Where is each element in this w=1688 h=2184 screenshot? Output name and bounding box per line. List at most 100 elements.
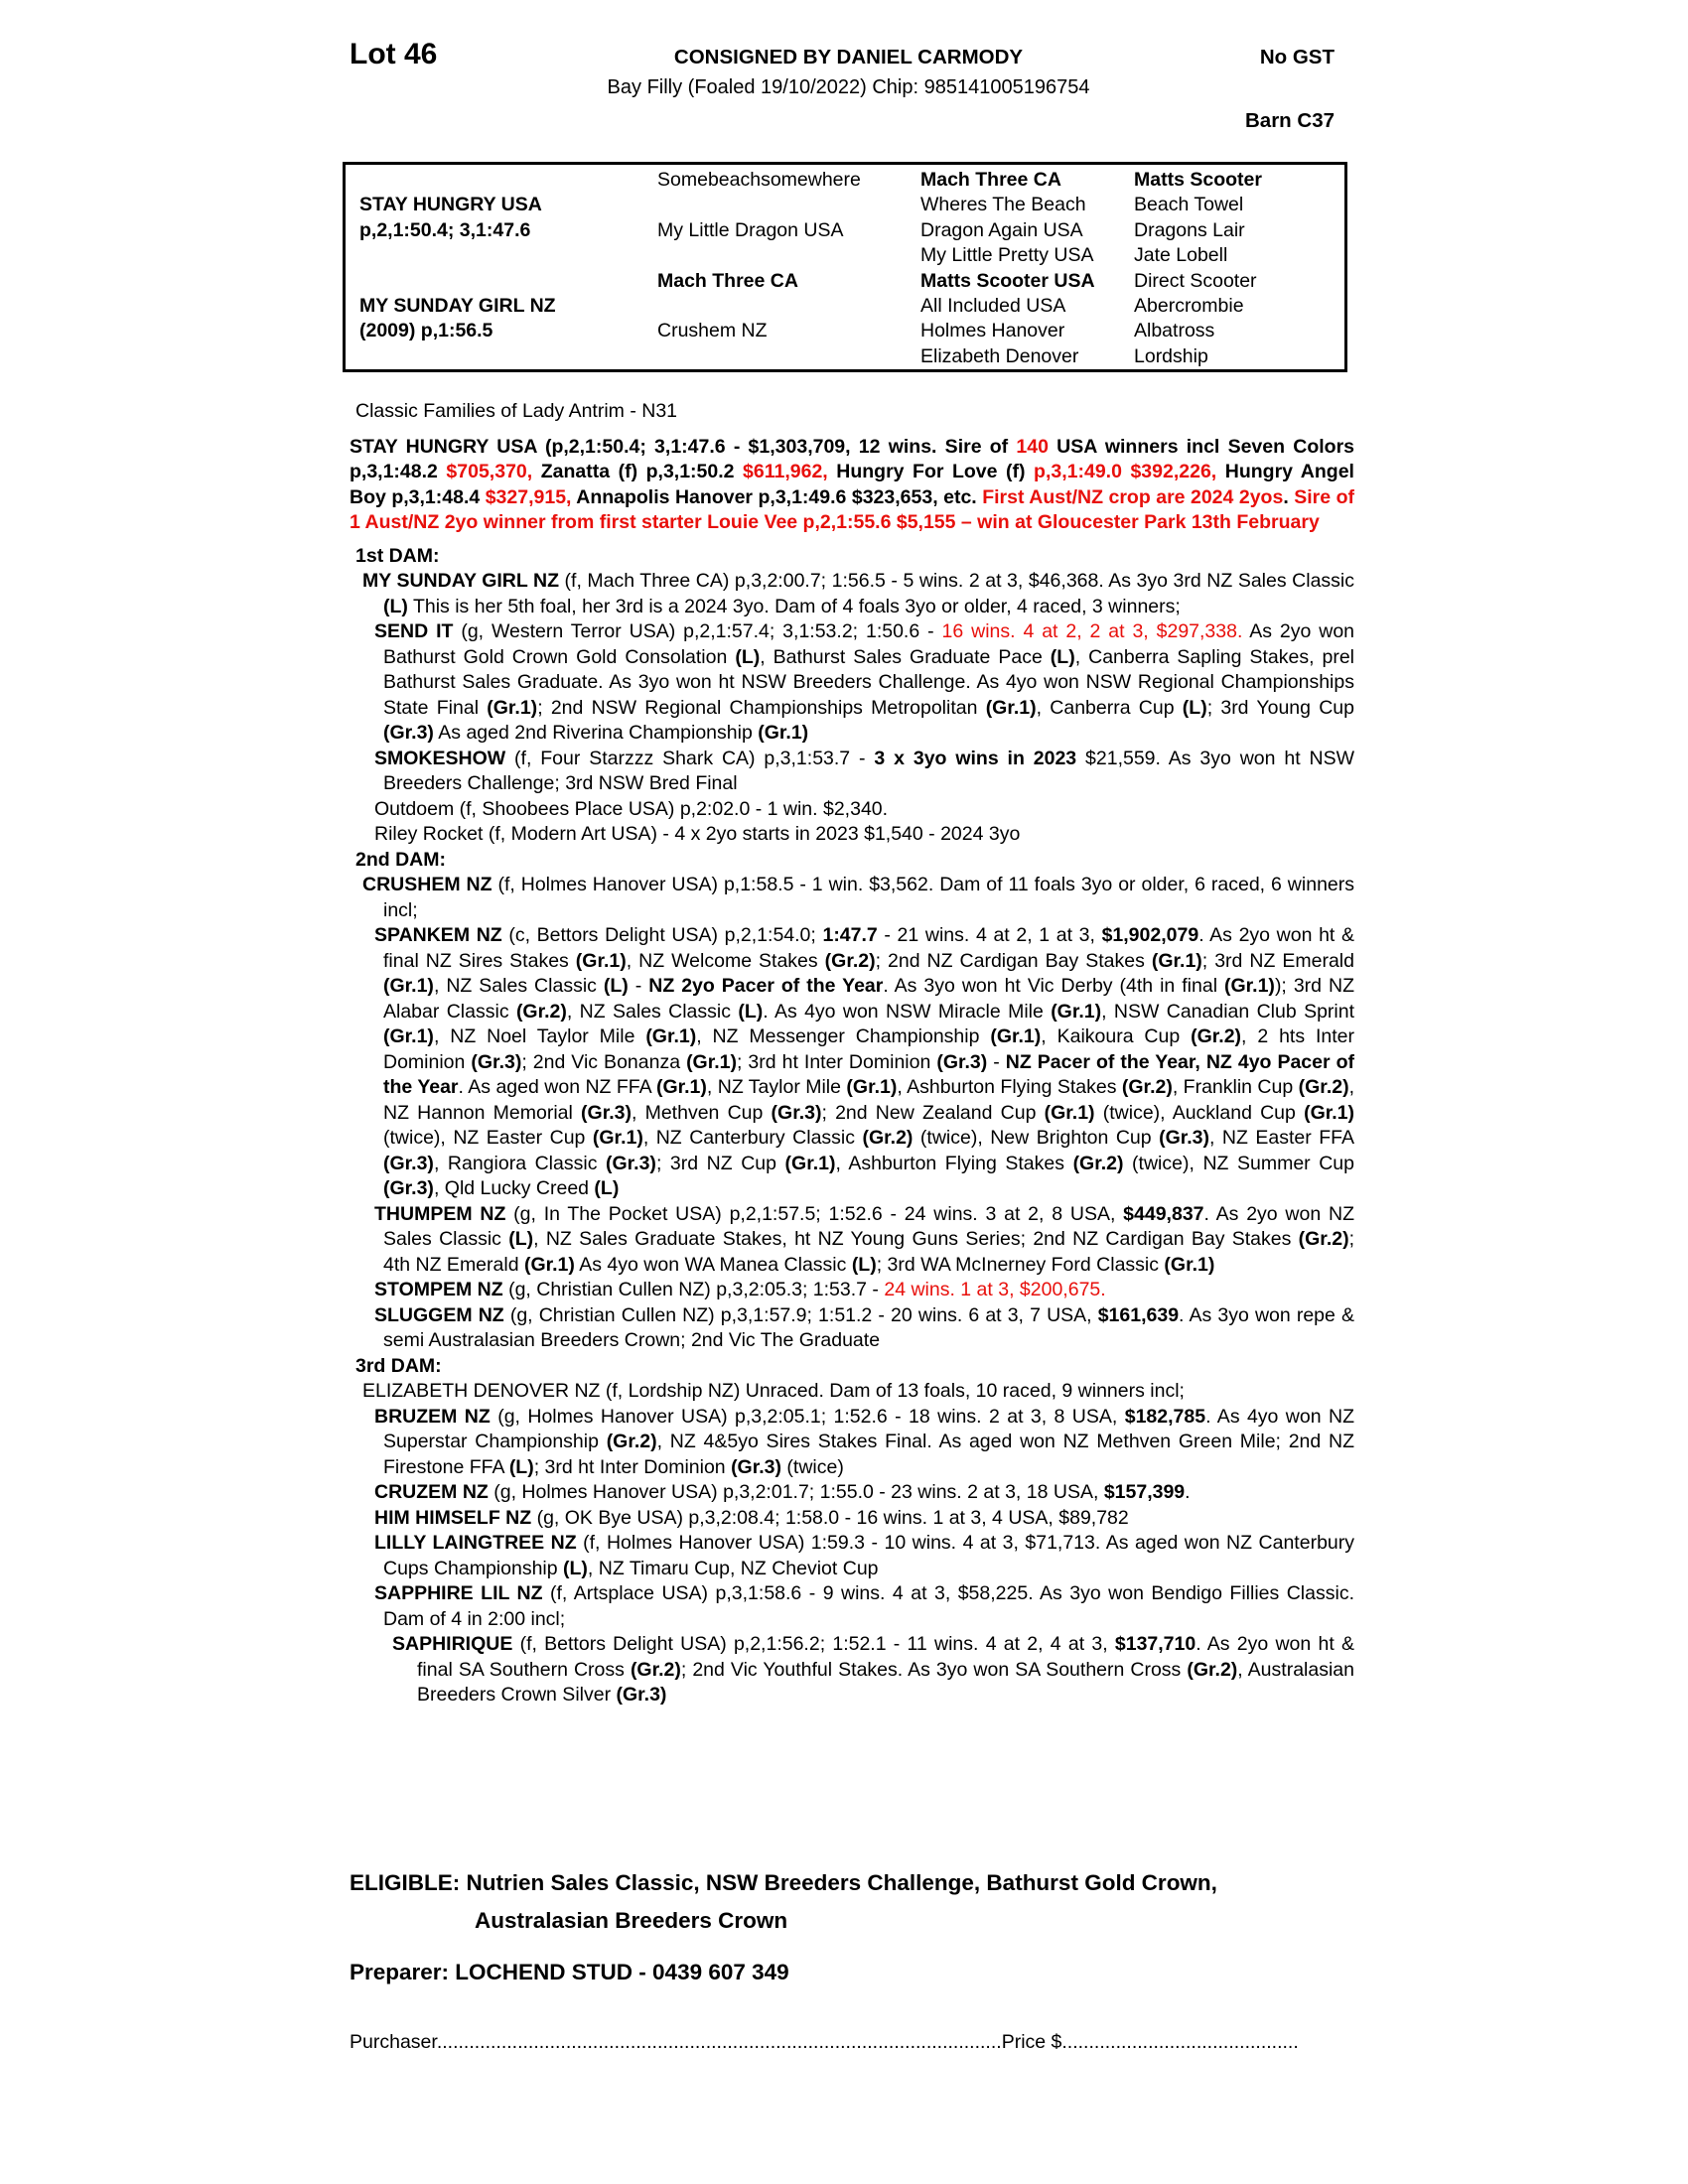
text-run: , NZ Sales Classic [566,1000,739,1023]
pedigree-cell: Somebeachsomewhere [657,169,861,191]
text-run: (g, Holmes Hanover USA) p,3,2:05.1; 1:52… [490,1405,1125,1428]
text-run: (g, Christian Cullen NZ) p,3,2:05.3; 1:5… [502,1279,885,1300]
pedigree-cell [657,345,920,370]
dam-section-heading: 2nd DAM: [355,848,446,871]
text-run: ; 3rd ht Inter Dominion [533,1455,732,1478]
text-run: CRUSHEM NZ [362,874,492,895]
text-run: 1:47.7 [822,924,878,946]
text-run: (L) [594,1177,620,1199]
text-run: (g, Holmes Hanover USA) p,3,2:01.7; 1:55… [488,1481,1104,1503]
text-run: . As 2yo won NZ Sales Classic [383,1202,1354,1251]
footer-block: ELIGIBLE: Nutrien Sales Classic, NSW Bre… [350,1864,1354,2054]
text-run: (Gr.3) [606,1152,656,1174]
text-run: (g, In The Pocket USA) p,2,1:57.5; 1:52.… [505,1202,1124,1225]
text-run: SEND IT [374,620,454,642]
text-run: (twice), New Brighton Cup [913,1127,1160,1149]
pedigree-cell: Jate Lobell [1134,244,1228,267]
text-run: (Gr.1) [1044,1101,1095,1124]
text-run: (Gr.1) [686,1050,737,1073]
pedigree-column-parents: STAY HUNGRY USA p,2,1:50.4; 3,1:47.6 MY SU… [359,169,657,370]
pedigree-cell: Abercrombie [1134,294,1244,317]
text-run: , Kaikoura Cup [1041,1025,1192,1047]
pedigree-cell: Matts Scooter [1134,169,1262,191]
text-run: , Rangiora Classic [433,1152,606,1174]
text-run: (Gr.3) [581,1101,632,1124]
text-run: $182,785 [1124,1405,1206,1428]
text-run: Annapolis Hanover p,3,1:49.6 $323,653, e… [571,485,983,508]
dam-section-heading: 1st DAM: [355,544,440,567]
price-leader: ........................................… [1061,2031,1299,2053]
text-run: ; 3rd WA McInerney Ford Classic [876,1253,1165,1276]
text-run: p,3,1:49.0 $392,226, [1034,461,1217,482]
text-run: (Gr.1) [1151,949,1202,972]
text-run: SLUGGEM NZ [374,1303,504,1326]
text-run: , Franklin Cup [1172,1076,1299,1098]
text-run: SAPHIRIQUE [392,1633,513,1655]
text-run: (g, OK Bye USA) p,3,2:08.4; 1:58.0 - 16 … [531,1506,1129,1529]
text-run: (Gr.1) [846,1076,898,1098]
purchaser-leader: ........................................… [436,2031,1002,2053]
text-run: 24 wins. 1 at 3, $200,675. [884,1279,1106,1300]
text-run: (Gr.1) [523,1253,575,1276]
text-run: . [1185,1481,1191,1503]
text-run: 140 [1016,435,1049,458]
text-run: , NZ Canterbury Classic [642,1127,863,1149]
eligible-line-2: Australasian Breeders Crown [475,1908,788,1933]
consignor-line: CONSIGNED BY DANIEL CARMODY [673,46,1024,68]
text-run: , Australasian Breeders Crown Silver [417,1658,1354,1706]
pedigree-entry: SLUGGEM NZ (g, Christian Cullen NZ) p,3,… [374,1303,1354,1354]
pedigree-cell: STAY HUNGRY USA [359,194,542,216]
text-run: THUMPEM NZ [374,1202,506,1225]
purchaser-line: Purchaser...............................… [350,2031,1354,2054]
pedigree-column-grandparents: Somebeachsomewhere My Little Dragon USA Ma… [657,169,920,370]
purchaser-label: Purchaser [350,2031,437,2053]
text-run: NZ Pacer of the Year, NZ 4yo Pacer of th… [383,1050,1355,1099]
text-run: , Ashburton Flying Stakes [835,1152,1073,1174]
pedigree-cell: All Included USA [920,294,1066,317]
text-run: . [1283,485,1295,508]
text-run: $21,559. As 3yo won ht NSW Breeders Chal… [383,747,1354,795]
text-run: (Gr.2) [1187,1658,1238,1681]
text-run: ELIZABETH DENOVER NZ (f, Lordship NZ) Un… [362,1380,1185,1402]
text-run: ; 3rd ht Inter Dominion [737,1050,937,1073]
pedigree-body: Classic Families of Lady Antrim - N31 ST… [350,399,1354,1708]
text-run: (c, Bettors Delight USA) p,2,1:54.0; [501,924,823,946]
pedigree-cell: p,2,1:50.4; 3,1:47.6 [359,218,531,241]
pedigree-entry: Outdoem (f, Shoobees Place USA) p,2:02.0… [374,797,1354,823]
text-run: - [987,1050,1006,1073]
text-run: STAY HUNGRY USA (p,2,1:50.4; 3,1:47.6 - … [350,435,1017,458]
text-run: (Gr.1) [1224,975,1275,997]
pedigree-cell [657,194,920,218]
text-run: (Gr.2) [824,949,876,972]
text-run: (Gr.1) [758,722,809,744]
text-run: STOMPEM NZ [374,1279,503,1300]
text-run: . As 3yo won repe & semi Australasian Br… [383,1303,1354,1352]
text-run: (Gr.2) [630,1658,681,1681]
text-run: $1,902,079 [1101,924,1199,946]
text-run: (Gr.3) [1159,1127,1210,1149]
text-run: . As 2yo won ht & final NZ Sires Stakes [383,924,1354,972]
text-run: (f, Bettors Delight USA) p,2,1:56.2; 1:5… [512,1633,1115,1655]
pedigree-cell: Wheres The Beach [920,194,1086,216]
text-run: Hungry For Love (f) [827,461,1035,482]
text-run: , NSW Canadian Club Sprint [1101,1000,1355,1023]
pedigree-entry: ELIZABETH DENOVER NZ (f, Lordship NZ) Un… [362,1379,1354,1405]
pedigree-cell: Dragons Lair [1134,218,1245,241]
barn-number: Barn C37 [1244,109,1335,132]
text-run: , NZ Noel Taylor Mile [433,1025,646,1047]
pedigree-cell: Albatross [1134,320,1215,342]
text-run: , Ashburton Flying Stakes [897,1076,1122,1098]
text-run: (f, Mach Three CA) p,3,2:00.7; 1:56.5 - … [558,570,1355,592]
text-run: BRUZEM NZ [374,1405,491,1428]
text-run: (L) [383,595,408,617]
text-run: (L) [603,975,629,997]
pedigree-entry: THUMPEM NZ (g, In The Pocket USA) p,2,1:… [374,1202,1354,1279]
text-run: CRUZEM NZ [374,1481,489,1503]
text-run: , NZ Easter FFA [1209,1127,1354,1149]
pedigree-cell: Mach Three CA [657,269,798,292]
text-run: MY SUNDAY GIRL NZ [362,570,559,592]
sire-summary: STAY HUNGRY USA (p,2,1:50.4; 3,1:47.6 - … [350,435,1354,536]
text-run: (Gr.1) [592,1127,643,1149]
text-run: , NZ Timaru Cup, NZ Cheviot Cup [587,1557,879,1579]
